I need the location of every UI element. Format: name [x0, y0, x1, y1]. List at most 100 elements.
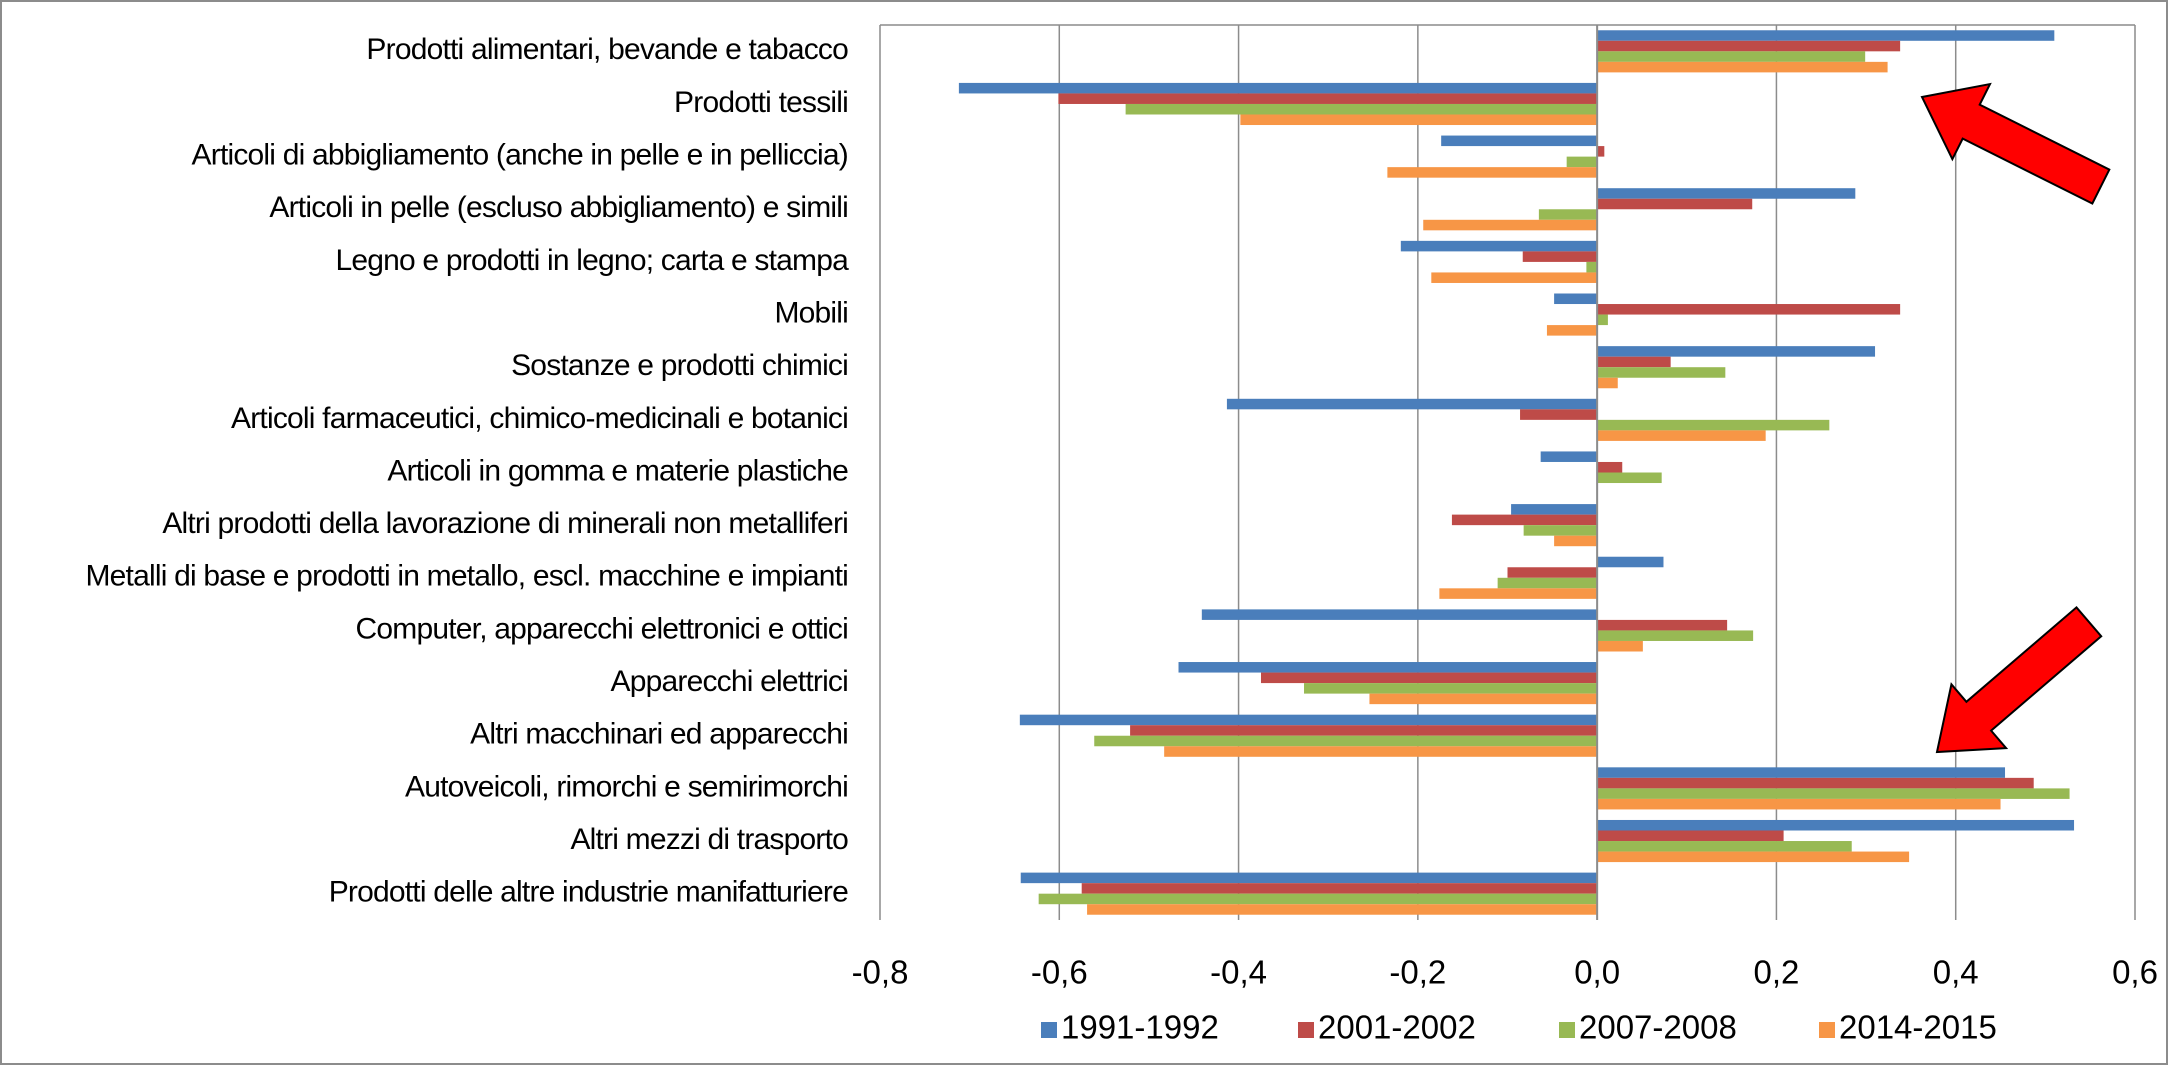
- bar: [1597, 146, 1605, 157]
- bar: [1597, 556, 1664, 568]
- x-tick-label: -0,2: [1389, 954, 1446, 991]
- bar: [1597, 640, 1643, 652]
- x-tick-label: -0,6: [1031, 954, 1088, 991]
- x-tick-label: 0,2: [1753, 954, 1799, 991]
- bar: [1511, 504, 1598, 515]
- bar: [958, 82, 1598, 94]
- y-tick-label: Prodotti alimentari, bevande e tabacco: [366, 33, 848, 66]
- bar: [1540, 451, 1598, 462]
- bar: [1597, 619, 1728, 631]
- x-tick-label: 0,6: [2112, 954, 2158, 991]
- bar: [1597, 377, 1618, 389]
- y-tick-label: Metalli di base e prodotti in metallo, e…: [85, 560, 848, 593]
- bar: [1597, 630, 1754, 641]
- y-tick-label: Articoli di abbigliamento (anche in pell…: [192, 139, 848, 172]
- legend-swatch: [1819, 1022, 1835, 1038]
- bar: [1400, 240, 1598, 252]
- legend-label: 2007-2008: [1579, 1009, 1737, 1046]
- bar: [1081, 883, 1598, 894]
- bar: [1597, 314, 1608, 326]
- bar: [1164, 746, 1598, 757]
- x-tick-label: 0,4: [1933, 954, 1979, 991]
- y-tick-label: Autoveicoli, rimorchi e semirimorchi: [405, 770, 848, 803]
- legend-swatch: [1041, 1022, 1057, 1038]
- bar: [1439, 588, 1598, 599]
- bar: [1058, 93, 1598, 104]
- bar: [1566, 156, 1598, 168]
- bar: [1554, 293, 1598, 305]
- bar: [1038, 893, 1598, 905]
- x-tick-label: -0,4: [1210, 954, 1267, 991]
- bar: [1087, 904, 1598, 915]
- bar: [1178, 662, 1598, 673]
- bar: [1597, 777, 2034, 789]
- y-tick-label: Articoli in pelle (escluso abbigliamento…: [269, 191, 848, 224]
- bar: [1597, 40, 1901, 52]
- bar: [1201, 609, 1598, 620]
- bar: [1597, 419, 1830, 431]
- bar: [1451, 514, 1598, 526]
- bar: [1125, 103, 1598, 115]
- legend-swatch: [1298, 1022, 1314, 1038]
- bar: [1597, 304, 1901, 315]
- bar: [1597, 830, 1784, 842]
- y-tick-label: Prodotti delle altre industrie manifattu…: [329, 876, 848, 909]
- y-tick-label: Sostanze e prodotti chimici: [511, 349, 848, 382]
- bar: [1520, 409, 1598, 420]
- bar: [1597, 430, 1766, 441]
- y-tick-label: Prodotti tessili: [674, 86, 848, 119]
- bar: [1554, 535, 1598, 547]
- y-tick-label: Mobili: [774, 296, 848, 329]
- bar: [1597, 461, 1623, 473]
- bar: [1369, 693, 1598, 705]
- bar: [1597, 851, 1910, 863]
- bar: [1597, 188, 1856, 199]
- x-tick-label: -0,8: [852, 954, 909, 991]
- bar: [1507, 567, 1598, 578]
- bar: [1597, 356, 1671, 368]
- legend-label: 2001-2002: [1318, 1009, 1476, 1046]
- bar: [1597, 819, 2075, 831]
- y-tick-label: Altri mezzi di trasporto: [570, 823, 848, 856]
- bar: [1304, 683, 1598, 694]
- legend-label: 2014-2015: [1839, 1009, 1997, 1046]
- y-tick-label: Altri macchinari ed apparecchi: [470, 718, 848, 751]
- bar: [1130, 725, 1598, 736]
- plot-area: -0,8 -0,6 -0,4 -0,2 0,0 0,2 0,4 0,6 Prodotti ali…: [85, 24, 2158, 991]
- bar: [1597, 367, 1726, 378]
- y-tick-label: Articoli farmaceutici, chimico-medicinal…: [231, 402, 848, 435]
- y-tick-label: Computer, apparecchi elettronici e ottic…: [356, 612, 848, 645]
- bar: [1431, 272, 1598, 283]
- annotation-arrow: [1935, 606, 2103, 754]
- legend-swatch: [1559, 1022, 1575, 1038]
- y-tick-label: Articoli in gomma e materie plastiche: [387, 454, 848, 487]
- bar: [1020, 872, 1598, 884]
- bar: [1019, 714, 1598, 726]
- legend-label: 1991-1992: [1061, 1009, 1219, 1046]
- bar: [1586, 261, 1598, 273]
- bar: [1597, 472, 1662, 484]
- bar: [1597, 798, 2001, 810]
- bar: [1597, 841, 1852, 852]
- y-tick-label: Legno e prodotti in legno; carta e stamp…: [335, 244, 849, 277]
- bar: [1597, 767, 2006, 778]
- bar: [1597, 30, 2055, 41]
- x-tick-label: 0,0: [1574, 954, 1620, 991]
- annotation-arrow: [1920, 82, 2111, 205]
- bar: [1522, 251, 1598, 262]
- bar: [1260, 672, 1598, 684]
- bar: [1094, 735, 1598, 747]
- bar: [1441, 135, 1598, 147]
- bar: [1597, 346, 1876, 357]
- bar: [1546, 325, 1598, 336]
- bar: [1597, 51, 1866, 62]
- bar: [1497, 577, 1598, 589]
- bar: [1597, 788, 2070, 799]
- bar: [1538, 209, 1598, 220]
- bar: [1597, 198, 1753, 210]
- bar: [1226, 398, 1598, 410]
- bar: [1423, 219, 1598, 231]
- bar: [1597, 61, 1888, 73]
- y-tick-label: Altri prodotti della lavorazione di mine…: [162, 507, 848, 540]
